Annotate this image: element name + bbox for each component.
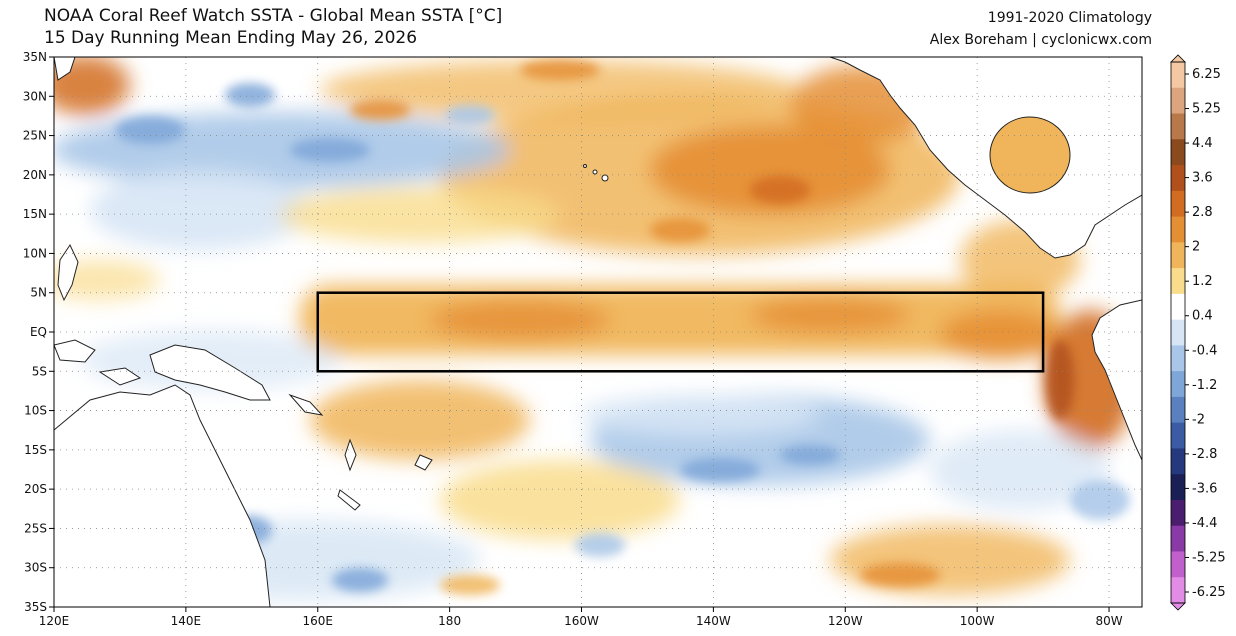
colorbar-segment	[1171, 139, 1185, 166]
lon-tick-label: 80W	[1095, 614, 1122, 628]
fiji	[414, 454, 433, 471]
lat-tick-label: EQ	[30, 325, 47, 339]
colorbar-segment	[1171, 525, 1185, 552]
colorbar-label: -0.4	[1192, 343, 1217, 358]
colorbar-label: 2.8	[1192, 205, 1213, 220]
gulf-of-mexico	[989, 116, 1071, 194]
lat-tick-label: 30N	[23, 89, 47, 103]
hawaii	[601, 174, 609, 182]
climatology-label: 1991-2020 Climatology	[987, 10, 1152, 26]
lon-tick-label: 160E	[303, 614, 334, 628]
latitude-axis: 35N 30N 25N 20N 15N 10N 5N EQ 5S 10S 15S 20S 25S 30S 3…	[23, 50, 54, 614]
colorbar-segment	[1171, 293, 1185, 321]
colorbar-label: 3.6	[1192, 171, 1213, 186]
colorbar-label: 2	[1192, 240, 1200, 255]
colorbar-segment	[1171, 422, 1185, 449]
colorbar-label: -6.25	[1192, 585, 1226, 600]
colorbar-segment	[1171, 242, 1185, 269]
new-guinea	[149, 344, 271, 401]
lat-tick-label: 30S	[24, 561, 47, 575]
lon-tick-label: 140E	[171, 614, 202, 628]
colorbar-segment	[1171, 474, 1185, 501]
colorbar-segment	[1171, 396, 1185, 424]
lon-tick-label: 120E	[39, 614, 70, 628]
map-subtitle: 15 Day Running Mean Ending May 26, 2026	[44, 28, 418, 48]
colorbar-segment	[1171, 577, 1185, 604]
japan	[54, 57, 76, 81]
lat-tick-label: 5N	[30, 286, 47, 300]
solomon-islands	[288, 393, 324, 416]
lat-tick-label: 25S	[24, 521, 47, 535]
anomaly-field	[54, 57, 1135, 600]
colorbar-segment	[1171, 319, 1185, 346]
north-america	[829, 57, 1142, 259]
colorbar-segment	[1171, 190, 1185, 218]
lon-tick-label: 120W	[828, 614, 863, 628]
colorbar-arrow-bottom	[1170, 602, 1186, 611]
lon-tick-label: 160W	[564, 614, 599, 628]
colorbar-segment	[1171, 268, 1185, 295]
lat-tick-label: 35S	[24, 600, 47, 614]
lat-tick-label: 5S	[32, 364, 47, 378]
colorbar-label: -4.4	[1192, 516, 1217, 531]
colorbar-label: 5.25	[1192, 102, 1221, 117]
lon-tick-label: 180	[438, 614, 461, 628]
colorbar-segment	[1171, 165, 1185, 192]
south-america	[1091, 299, 1142, 461]
nino-highlight-box	[316, 291, 1045, 373]
lat-tick-label: 10S	[24, 404, 47, 418]
hawaii	[592, 169, 598, 175]
lon-tick-label: 100W	[960, 614, 995, 628]
lat-tick-label: 15N	[23, 207, 47, 221]
colorbar-segment	[1171, 345, 1185, 372]
indonesia-island	[98, 367, 142, 386]
land-masses	[54, 57, 1142, 607]
map-title: NOAA Coral Reef Watch SSTA - Global Mean…	[44, 6, 503, 26]
lon-tick-label: 140W	[696, 614, 731, 628]
colorbar-label: -2	[1192, 412, 1205, 427]
philippines	[57, 243, 79, 302]
lat-tick-label: 15S	[24, 443, 47, 457]
colorbar-segment	[1171, 216, 1185, 243]
colorbar-segment	[1171, 499, 1185, 527]
colorbar-label: 0.4	[1192, 309, 1213, 324]
colorbar-frame	[1170, 61, 1186, 604]
hawaii	[583, 164, 587, 168]
colorbar-label: -2.8	[1192, 447, 1217, 462]
colorbar-segment	[1171, 62, 1185, 89]
colorbar-label: -1.2	[1192, 378, 1217, 393]
longitude-axis: 120E 140E 160E 180 160W 140W 120W 100W 80W	[39, 607, 1123, 628]
australia	[54, 384, 271, 607]
colorbar-label: -5.25	[1192, 550, 1226, 565]
colorbar-segment	[1171, 371, 1185, 398]
colorbar-segment	[1171, 448, 1185, 475]
colorbar-segment	[1171, 87, 1185, 115]
author-credit: Alex Boreham | cyclonicwx.com	[929, 32, 1152, 48]
colorbar-label: 6.25	[1192, 67, 1221, 82]
lat-tick-label: 10N	[23, 246, 47, 260]
colorbar-segment	[1171, 551, 1185, 578]
colorbar: 6.25 5.25 4.4 3.6 2.8 2 1.2 0.4 -0.4 -1.2 -2 -2.8 -3…	[1170, 54, 1226, 611]
colorbar-arrow-top	[1170, 54, 1186, 63]
colorbar-label: -3.6	[1192, 481, 1217, 496]
colorbar-label: 4.4	[1192, 136, 1213, 151]
lat-tick-label: 35N	[23, 50, 47, 64]
plot-area	[54, 57, 1142, 607]
colorbar-label: 1.2	[1192, 274, 1213, 289]
indonesia-island	[54, 339, 96, 363]
lat-tick-label: 20S	[24, 482, 47, 496]
lat-tick-label: 20N	[23, 168, 47, 182]
new-caledonia	[337, 489, 361, 511]
colorbar-segment	[1171, 113, 1185, 140]
lat-tick-label: 25N	[23, 129, 47, 143]
